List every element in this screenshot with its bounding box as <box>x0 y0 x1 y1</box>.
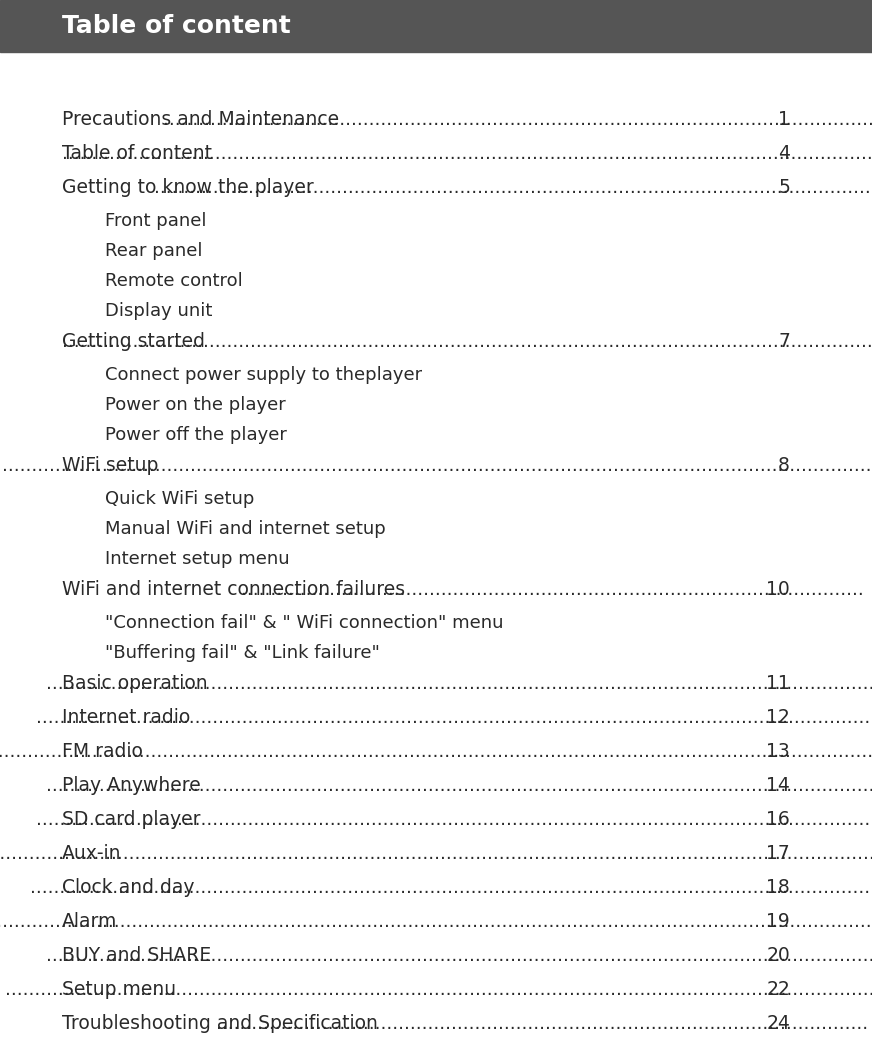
Text: 7: 7 <box>778 332 790 351</box>
Text: 5: 5 <box>778 178 790 197</box>
Text: ................................................................................: ........................................… <box>45 946 872 965</box>
Text: Remote control: Remote control <box>105 272 242 290</box>
Text: Setup menu: Setup menu <box>62 980 176 999</box>
Text: Connect power supply to theplayer: Connect power supply to theplayer <box>105 366 422 384</box>
Text: FM radio: FM radio <box>62 742 143 761</box>
Text: Quick WiFi setup: Quick WiFi setup <box>105 490 255 508</box>
Text: ................................................................................: ........................................… <box>45 674 872 693</box>
Text: Internet setup menu: Internet setup menu <box>105 550 290 568</box>
Text: 1: 1 <box>778 110 790 129</box>
Text: Clock and day: Clock and day <box>62 878 194 897</box>
Text: ................................................................................: ........................................… <box>153 178 872 197</box>
Text: 14: 14 <box>766 776 790 795</box>
Text: ................................................................................: ........................................… <box>0 742 872 761</box>
Text: 16: 16 <box>766 810 790 829</box>
Text: ................................................................................: ........................................… <box>0 843 872 863</box>
Text: ................................................................................: ........................................… <box>37 708 872 727</box>
Text: Getting to know the player: Getting to know the player <box>62 178 326 197</box>
Text: ................................................................................: ........................................… <box>62 332 872 351</box>
Text: ................................................................................: ........................................… <box>215 1014 868 1033</box>
Text: Power on the player: Power on the player <box>105 396 286 414</box>
Text: 22: 22 <box>766 980 790 999</box>
Text: WiFi setup: WiFi setup <box>62 456 159 475</box>
Text: ................................................................................: ........................................… <box>45 776 872 795</box>
Text: Table of content: Table of content <box>62 14 290 38</box>
Text: Getting started: Getting started <box>62 332 217 351</box>
Text: Manual WiFi and internet setup: Manual WiFi and internet setup <box>105 520 385 538</box>
Text: ................................................................................: ........................................… <box>4 980 872 999</box>
Text: 8: 8 <box>778 456 790 475</box>
Text: ................................................................................: ........................................… <box>62 144 872 163</box>
Text: SD card player: SD card player <box>62 810 201 829</box>
Text: BUY and SHARE: BUY and SHARE <box>62 946 223 965</box>
Text: 18: 18 <box>766 878 790 897</box>
Text: 17: 17 <box>766 843 790 863</box>
Text: Table of content: Table of content <box>62 144 218 163</box>
Text: Play Anywhere: Play Anywhere <box>62 776 213 795</box>
Text: ................................................................................: ........................................… <box>3 456 872 475</box>
Text: 12: 12 <box>766 708 790 727</box>
Text: Rear panel: Rear panel <box>105 242 202 260</box>
Text: Precautions and Maintenance: Precautions and Maintenance <box>62 110 351 129</box>
Text: Power off the player: Power off the player <box>105 426 287 444</box>
Text: "Connection fail" & " WiFi connection" menu: "Connection fail" & " WiFi connection" m… <box>105 614 503 632</box>
Text: Front panel: Front panel <box>105 212 207 230</box>
Text: 19: 19 <box>766 912 790 931</box>
Bar <box>0 0 872 52</box>
Text: Alarm: Alarm <box>62 912 118 931</box>
Text: 13: 13 <box>766 742 790 761</box>
Text: Internet radio: Internet radio <box>62 708 190 727</box>
Text: ................................................................................: ........................................… <box>30 878 872 897</box>
Text: 24: 24 <box>766 1014 790 1033</box>
Text: 4: 4 <box>778 144 790 163</box>
Text: Troubleshooting and Specification: Troubleshooting and Specification <box>62 1014 390 1033</box>
Text: 20: 20 <box>766 946 790 965</box>
Text: ................................................................................: ........................................… <box>37 810 872 829</box>
Text: ................................................................................: ........................................… <box>0 912 872 931</box>
Text: ................................................................................: ........................................… <box>163 110 872 129</box>
Text: Display unit: Display unit <box>105 302 213 320</box>
Text: Aux-in: Aux-in <box>62 843 121 863</box>
Text: 11: 11 <box>766 674 790 693</box>
Text: ................................................................................: ........................................… <box>241 580 864 599</box>
Text: WiFi and internet connection failures: WiFi and internet connection failures <box>62 580 411 599</box>
Text: Basic operation: Basic operation <box>62 674 208 693</box>
Text: "Buffering fail" & "Link failure": "Buffering fail" & "Link failure" <box>105 644 380 662</box>
Text: 10: 10 <box>766 580 790 599</box>
